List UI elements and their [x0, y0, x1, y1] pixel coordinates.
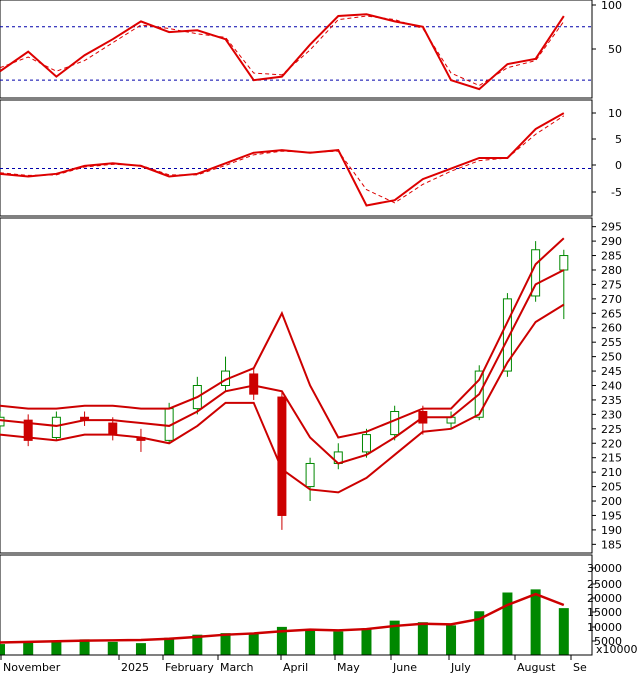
price-axis-label: 275: [601, 278, 622, 291]
x-axis-label: August: [517, 661, 556, 674]
volume-bar: [417, 622, 428, 655]
volume-bar: [502, 592, 513, 655]
price-axis-label: 215: [601, 452, 622, 465]
price-axis-label: 185: [601, 538, 622, 551]
stochastic-axis-label: 50: [608, 43, 622, 56]
x-axis-label: Se: [573, 661, 587, 674]
volume-bar: [276, 626, 287, 655]
candle-body: [277, 396, 287, 516]
volume-axis-label: 30000: [587, 562, 622, 575]
macd-panel: 10 5 0 -5: [0, 99, 622, 217]
price-axis-label: 220: [601, 437, 622, 450]
price-axis-label: 210: [601, 466, 622, 479]
x-axis-label: July: [450, 661, 471, 674]
candle-body: [502, 298, 512, 372]
stochastic-panel: 100 50: [0, 0, 622, 99]
candle-body: [23, 419, 33, 441]
price-series-line: [0, 303, 565, 494]
volume-bar: [164, 637, 175, 655]
candle-body: [390, 410, 400, 436]
macd-series-line: [0, 112, 565, 207]
volume-ma-line: [0, 592, 565, 644]
price-axis-label: 240: [601, 380, 622, 393]
volume-bar: [192, 634, 203, 655]
candle-body: [305, 462, 315, 488]
price-axis-label: 230: [601, 408, 622, 421]
price-series-line: [0, 269, 565, 465]
volume-axis-label: 25000: [587, 578, 622, 591]
volume-bar: [389, 620, 400, 655]
macd-axis-label: 10: [608, 107, 622, 120]
volume-axis-label: 20000: [587, 592, 622, 605]
price-axis-label: 290: [601, 235, 622, 248]
macd-axis-label: -5: [611, 186, 622, 199]
price-axis-label: 280: [601, 264, 622, 277]
price-axis-label: 235: [601, 394, 622, 407]
x-axis-label: 2025: [121, 661, 149, 674]
x-axis: November 2025 February March April May June Jul…: [0, 654, 592, 674]
volume-bar: [333, 631, 344, 655]
candle-body: [0, 416, 5, 427]
price-axis-label: 270: [601, 293, 622, 306]
macd-axis-label: 5: [615, 133, 622, 146]
price-axis-label: 285: [601, 250, 622, 263]
price-axis-label: 260: [601, 322, 622, 335]
macd-series-line: [0, 115, 565, 204]
price-axis-label: 200: [601, 495, 622, 508]
volume-bar: [530, 589, 541, 655]
stochastic-series-line: [0, 13, 565, 91]
price-series-line: [0, 237, 565, 439]
x-axis-label: May: [337, 661, 360, 674]
price-axis-label: 250: [601, 351, 622, 364]
volume-axis-label: 15000: [587, 606, 622, 619]
volume-bar: [79, 639, 90, 655]
volume-bar: [107, 641, 118, 655]
candle-body: [108, 422, 118, 436]
volume-bar: [248, 633, 259, 655]
x-axis-label: November: [3, 661, 61, 674]
volume-bar: [220, 633, 231, 655]
volume-unit-label: x10000: [596, 643, 638, 656]
volume-bar: [23, 642, 34, 655]
volume-frame: [0, 554, 593, 656]
volume-bar: [558, 608, 569, 655]
chart-panels: 100501050-529529028528027527026526025525…: [0, 0, 638, 656]
stochastic-axis-label: 100: [601, 0, 622, 12]
price-axis-label: 245: [601, 365, 622, 378]
price-axis-label: 190: [601, 524, 622, 537]
price-axis-label: 225: [601, 423, 622, 436]
volume-bar: [446, 625, 457, 655]
x-axis-label: March: [220, 661, 254, 674]
x-axis-label: February: [165, 661, 214, 674]
volume-bar: [305, 630, 316, 655]
stochastic-series-line: [0, 15, 565, 87]
x-axis-label: April: [283, 661, 308, 674]
volume-bar: [0, 644, 5, 655]
candle-body: [249, 373, 259, 395]
volume-bar: [474, 611, 485, 655]
x-axis-label: June: [392, 661, 417, 674]
volume-bar: [135, 643, 146, 655]
price-axis-label: 205: [601, 481, 622, 494]
stochastic-frame: [0, 0, 593, 99]
volume-bar: [361, 628, 372, 655]
price-axis-label: 195: [601, 509, 622, 522]
price-axis-label: 265: [601, 307, 622, 320]
candle-body: [51, 416, 61, 438]
macd-axis-label: 0: [615, 159, 622, 172]
price-axis-label: 255: [601, 336, 622, 349]
price-frame: [0, 217, 593, 554]
volume-axis-label: 5000: [594, 635, 622, 648]
volume-bar: [51, 640, 62, 655]
price-axis-label: 295: [601, 221, 622, 234]
price-panel: 2952902852802752702652602552502452402352…: [0, 217, 622, 554]
candle-body: [559, 255, 569, 271]
volume-axis-label: 10000: [587, 621, 622, 634]
candle-body: [361, 434, 371, 453]
